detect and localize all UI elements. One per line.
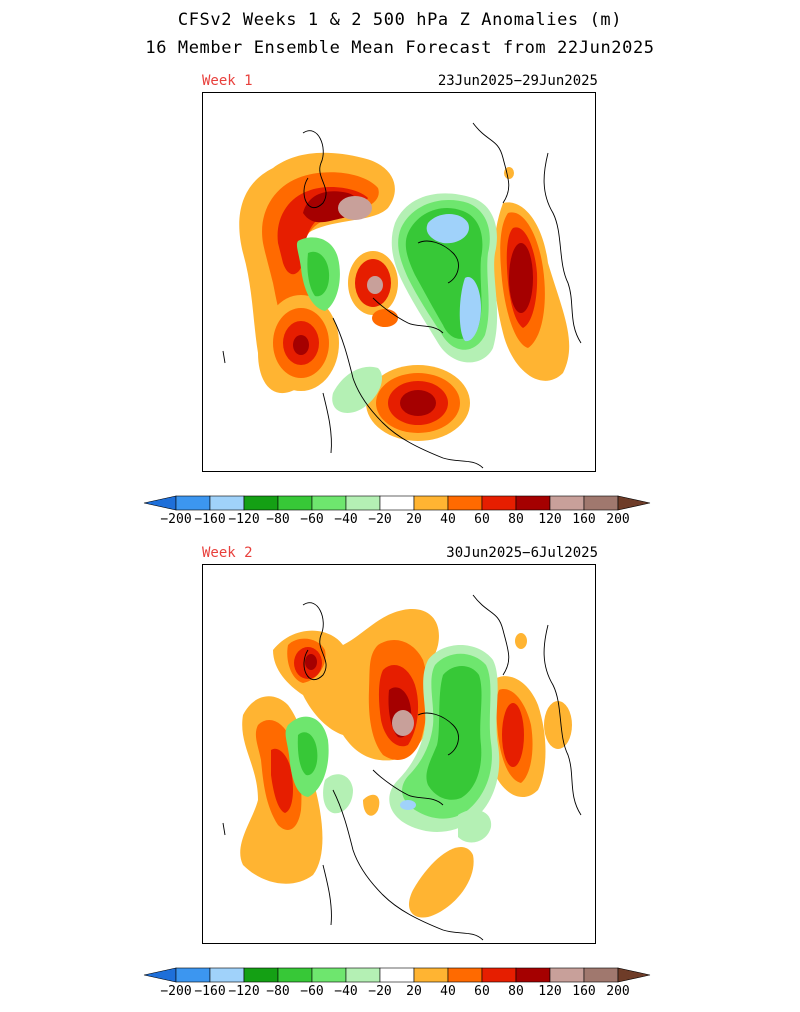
colorbar-swatch: [447, 967, 483, 983]
colorbar-tick-label: −160: [194, 512, 225, 527]
colorbar-swatch: [277, 967, 313, 983]
colorbar-week2: −200 −160 −120 −80 −60 −40 −20 20 40 60 80 120 160 20…: [143, 967, 651, 999]
colorbar-swatch: [345, 495, 381, 511]
colorbar-tick-label: −20: [368, 984, 391, 999]
panel-week2-dates: 30Jun2025−6Jul2025: [446, 545, 598, 561]
colorbar-swatch: [311, 495, 347, 511]
colorbar-min-arrow: [143, 967, 177, 983]
colorbar-tick-label: 20: [406, 984, 422, 999]
colorbar-tick-label: 60: [474, 984, 490, 999]
colorbar-swatch: [413, 967, 449, 983]
colorbar-swatch: [209, 967, 245, 983]
map-panel-week2: [202, 564, 596, 944]
colorbar-swatch: [379, 495, 415, 511]
panel-week2-label: Week 2: [202, 545, 253, 561]
colorbar-tick-label: 160: [572, 984, 595, 999]
colorbar-week1: −200 −160 −120 −80 −60 −40 −20 20 40 60 80 120 160 20…: [143, 495, 651, 527]
colorbar-swatch: [515, 967, 551, 983]
colorbar-tick-label: 60: [474, 512, 490, 527]
colorbar-swatch: [549, 495, 585, 511]
colorbar-max-arrow: [617, 495, 651, 511]
colorbar-labels-2: −200 −160 −120 −80 −60 −40 −20 20 40 60 80 120 160 20…: [160, 984, 629, 999]
colorbar-swatch: [413, 495, 449, 511]
colorbar-swatch: [175, 967, 211, 983]
colorbar-swatch: [481, 495, 517, 511]
colorbar-swatch: [583, 967, 619, 983]
colorbar-tick-label: −200: [160, 984, 191, 999]
colorbar-tick-label: −160: [194, 984, 225, 999]
colorbar-tick-label: 80: [508, 512, 524, 527]
chart-title-line1: CFSv2 Weeks 1 & 2 500 hPa Z Anomalies (m…: [177, 10, 623, 30]
colorbar-swatch: [379, 967, 415, 983]
colorbar-swatches-1: [143, 495, 651, 511]
colorbar-tick-label: −60: [300, 512, 323, 527]
map-panel-week1: [202, 92, 596, 472]
colorbar-tick-label: 80: [508, 984, 524, 999]
colorbar-labels-1: −200 −160 −120 −80 −60 −40 −20 20 40 60 80 120 160 20…: [160, 512, 629, 527]
colorbar-swatch: [311, 967, 347, 983]
colorbar-tick-label: −40: [334, 512, 357, 527]
colorbar-swatch: [243, 495, 279, 511]
colorbar-tick-label: −200: [160, 512, 191, 527]
colorbar-tick-label: −60: [300, 984, 323, 999]
colorbar-tick-label: −80: [266, 512, 289, 527]
colorbar-tick-label: 200: [606, 984, 629, 999]
colorbar-swatch: [549, 967, 585, 983]
chart-title-line2: 16 Member Ensemble Mean Forecast from 22…: [145, 38, 655, 58]
anomaly-map-week2: [222, 594, 582, 941]
colorbar-swatch: [583, 495, 619, 511]
colorbar-tick-label: 40: [440, 984, 456, 999]
colorbar-tick-label: 160: [572, 512, 595, 527]
panel-week1-label: Week 1: [202, 73, 253, 89]
colorbar-swatch: [243, 967, 279, 983]
colorbar-swatch: [277, 495, 313, 511]
colorbar-swatch: [345, 967, 381, 983]
colorbar-tick-label: −80: [266, 984, 289, 999]
panel-week1-dates: 23Jun2025−29Jun2025: [437, 73, 598, 89]
colorbar-swatch: [175, 495, 211, 511]
colorbar-tick-label: 120: [538, 512, 561, 527]
colorbar-tick-label: −120: [228, 512, 259, 527]
colorbar-tick-label: −40: [334, 984, 357, 999]
colorbar-swatch: [447, 495, 483, 511]
colorbar-tick-label: 200: [606, 512, 629, 527]
colorbar-swatch: [515, 495, 551, 511]
colorbar-swatches-2: [143, 967, 651, 983]
colorbar-tick-label: 120: [538, 984, 561, 999]
colorbar-max-arrow: [617, 967, 651, 983]
anomaly-map-week1: [222, 122, 582, 469]
colorbar-swatch: [209, 495, 245, 511]
colorbar-tick-label: −120: [228, 984, 259, 999]
colorbar-tick-label: 20: [406, 512, 422, 527]
colorbar-min-arrow: [143, 495, 177, 511]
colorbar-swatch: [481, 967, 517, 983]
colorbar-tick-label: 40: [440, 512, 456, 527]
colorbar-tick-label: −20: [368, 512, 391, 527]
